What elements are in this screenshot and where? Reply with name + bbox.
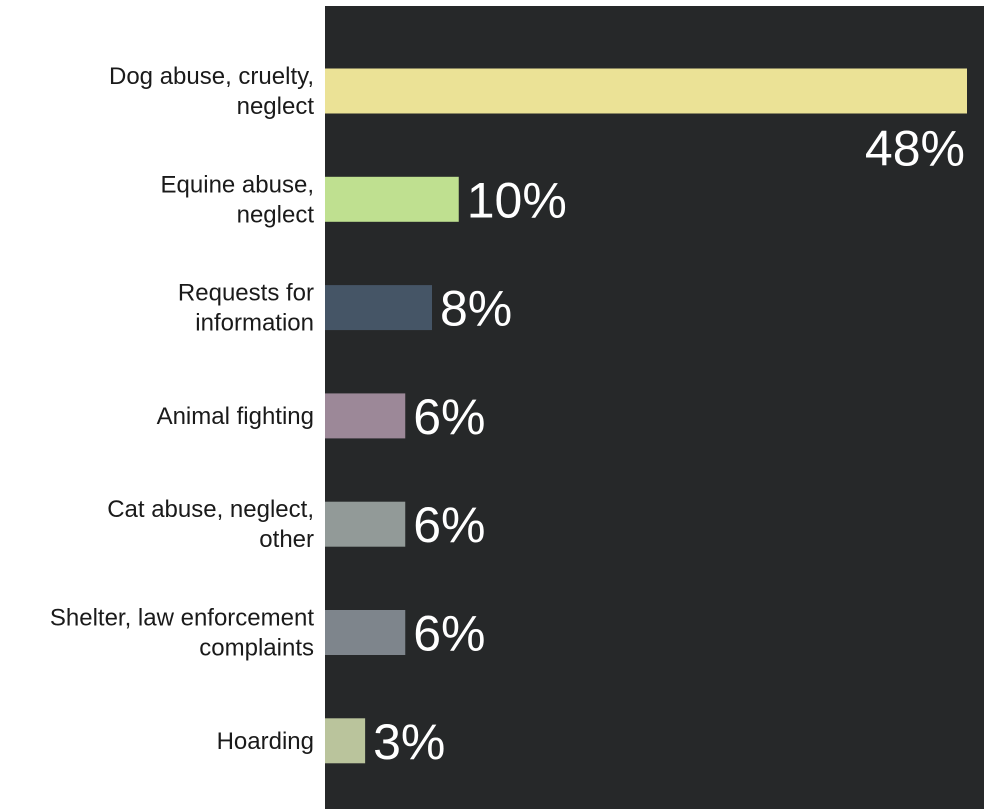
value-label-6: 3% xyxy=(373,714,445,770)
category-label-line: complaints xyxy=(199,635,314,662)
category-label-4: Cat abuse, neglect, other xyxy=(107,496,314,553)
value-label-2: 8% xyxy=(440,281,512,337)
category-label-0: Dog abuse, cruelty, neglect xyxy=(109,63,314,120)
category-label-1: Equine abuse, neglect xyxy=(161,171,315,228)
value-label-5: 6% xyxy=(413,606,485,662)
category-label-3: Animal fighting xyxy=(157,403,314,430)
value-label-0: 48% xyxy=(865,121,965,177)
bar-3 xyxy=(325,393,406,439)
bar-2 xyxy=(325,285,432,331)
category-label-line: Dog abuse, cruelty, xyxy=(109,63,314,90)
category-label-line: Shelter, law enforcement xyxy=(50,605,314,632)
category-label-2: Requests for information xyxy=(178,280,314,337)
category-label-line: information xyxy=(195,310,314,337)
category-label-line: neglect xyxy=(237,201,315,228)
value-label-3: 6% xyxy=(413,389,485,445)
bar-0 xyxy=(325,68,967,114)
category-label-line: Cat abuse, neglect, xyxy=(107,496,314,523)
category-label-line: Animal fighting xyxy=(157,403,314,430)
category-label-line: other xyxy=(259,526,314,553)
category-label-6: Hoarding xyxy=(217,728,314,755)
category-label-line: Hoarding xyxy=(217,728,314,755)
category-label-line: neglect xyxy=(237,93,315,120)
bar-5 xyxy=(325,610,406,655)
category-label-5: Shelter, law enforcement complaints xyxy=(50,605,314,662)
category-label-line: Equine abuse, xyxy=(161,171,314,198)
value-label-1: 10% xyxy=(467,172,567,228)
value-label-4: 6% xyxy=(413,497,485,553)
bar-1 xyxy=(325,176,459,222)
bar-6 xyxy=(325,718,366,764)
plot-background xyxy=(325,6,984,809)
bar-4 xyxy=(325,501,406,547)
category-label-line: Requests for xyxy=(178,280,314,307)
